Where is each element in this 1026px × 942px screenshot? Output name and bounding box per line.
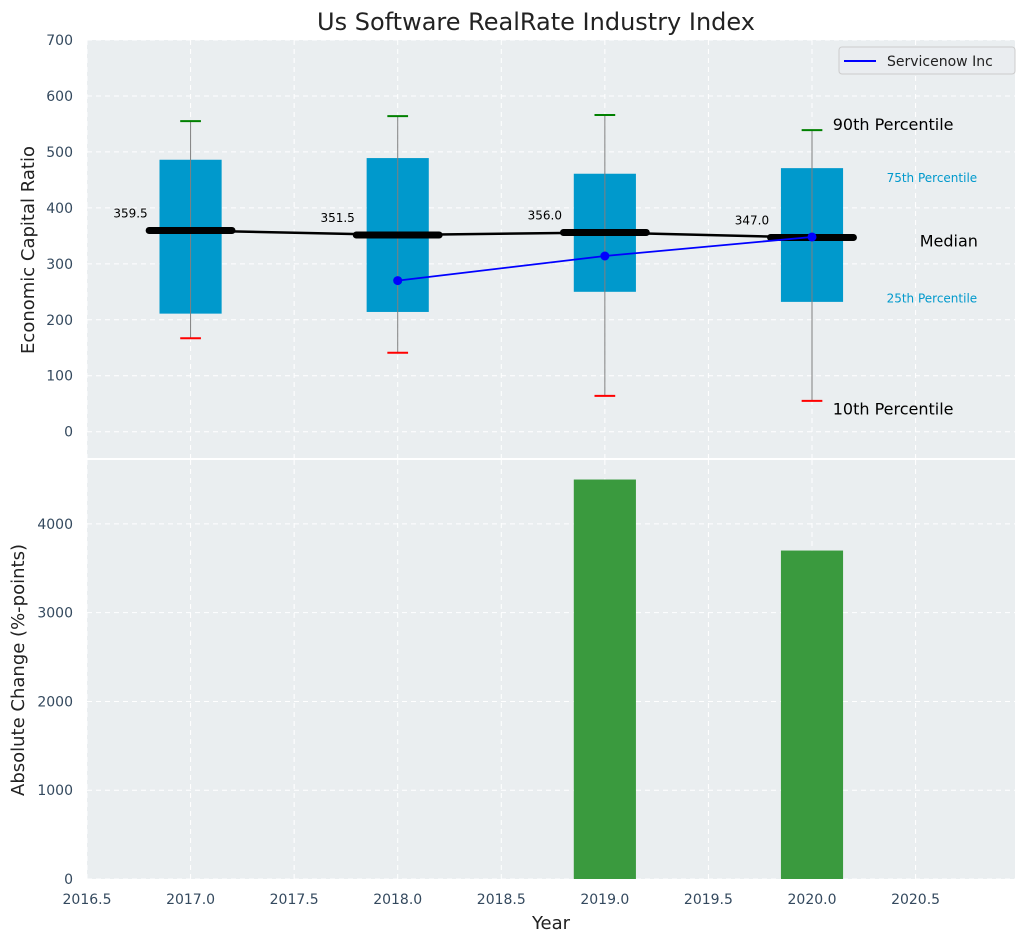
median-value-label: 351.5 [320, 211, 354, 225]
servicenow-point [807, 232, 817, 242]
top-plot: 0 100 200 300 400 500 600 700 359.5 351.5 356.0 347… [46, 33, 1015, 458]
median-trend-line [190, 229, 813, 239]
x-tick-label: 2018.5 [477, 892, 526, 908]
percentile-annotation: 25th Percentile [887, 291, 978, 305]
legend-label-servicenow: Servicenow Inc [887, 54, 993, 70]
bottom-y-tick-label: 0 [64, 872, 73, 888]
bottom-y-tick-label: 3000 [37, 606, 73, 622]
bottom-y-tick-label: 2000 [37, 694, 73, 710]
x-tick-label: 2016.5 [63, 892, 112, 908]
top-plot-background [87, 40, 1015, 458]
x-tick-label: 2017.5 [270, 892, 319, 908]
chart-title: Us Software RealRate Industry Index [317, 8, 755, 36]
x-tick-label: 2018.0 [373, 892, 422, 908]
change-bar [780, 550, 844, 879]
servicenow-point [393, 276, 403, 286]
top-y-tick-label: 0 [64, 425, 73, 441]
x-tick-label: 2020.5 [891, 892, 940, 908]
percentile-annotation: 75th Percentile [887, 171, 978, 185]
servicenow-point [600, 251, 610, 261]
x-tick-label: 2019.0 [580, 892, 629, 908]
median-value-label: 347.0 [735, 214, 769, 228]
top-y-tick-label: 700 [46, 33, 73, 49]
percentile-annotation: Median [920, 231, 978, 250]
percentile-annotation: 10th Percentile [833, 399, 954, 418]
median-value-label: 359.5 [113, 207, 147, 221]
top-y-tick-label: 200 [46, 313, 73, 329]
bottom-y-tick-label: 4000 [37, 517, 73, 533]
percentile-annotation: 90th Percentile [833, 115, 954, 134]
bottom-y-tick-label: 1000 [37, 783, 73, 799]
legend-frame [838, 46, 1016, 75]
x-tick-label: 2020.0 [788, 892, 837, 908]
x-axis-label: Year [531, 913, 571, 934]
legend: Servicenow Inc [838, 46, 1016, 75]
top-y-tick-label: 500 [46, 145, 73, 161]
top-y-tick-label: 100 [46, 369, 73, 385]
top-y-tick-label: 600 [46, 89, 73, 105]
top-y-axis-label: Economic Capital Ratio [18, 146, 39, 354]
median-value-label: 356.0 [528, 208, 562, 222]
bottom-plot: 0 1000 2000 3000 4000 2016.5 2017.0 2017.5 2018.… [37, 460, 1015, 908]
bottom-plot-background [87, 460, 1015, 879]
change-bar [573, 479, 636, 879]
top-y-tick-label: 400 [46, 201, 73, 217]
bottom-y-axis-label: Absolute Change (%-points) [8, 544, 29, 796]
x-tick-label: 2019.5 [684, 892, 733, 908]
top-y-tick-label: 300 [46, 257, 73, 273]
x-tick-label: 2017.0 [166, 892, 215, 908]
